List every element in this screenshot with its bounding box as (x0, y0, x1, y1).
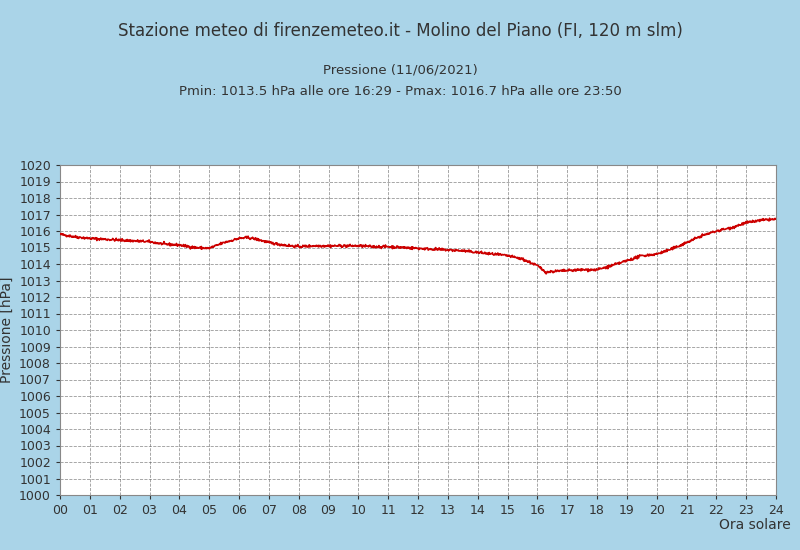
X-axis label: Ora solare: Ora solare (718, 518, 790, 532)
Text: Stazione meteo di firenzemeteo.it - Molino del Piano (FI, 120 m slm): Stazione meteo di firenzemeteo.it - Moli… (118, 22, 682, 40)
Text: Pmin: 1013.5 hPa alle ore 16:29 - Pmax: 1016.7 hPa alle ore 23:50: Pmin: 1013.5 hPa alle ore 16:29 - Pmax: … (178, 85, 622, 98)
Y-axis label: Pressione [hPa]: Pressione [hPa] (0, 277, 14, 383)
Text: Pressione (11/06/2021): Pressione (11/06/2021) (322, 63, 478, 76)
